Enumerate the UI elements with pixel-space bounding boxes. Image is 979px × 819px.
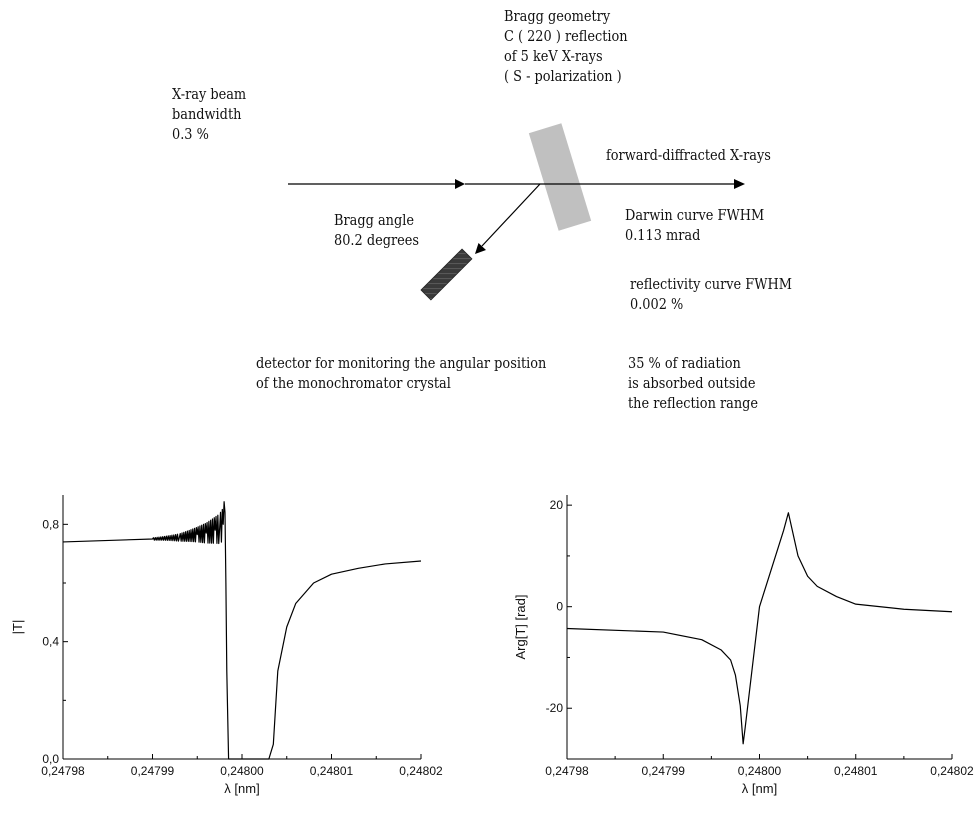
- x-tick-label: 0,24802: [399, 764, 443, 778]
- bragg-geometry-line-4: ( S - polarization ): [504, 67, 622, 85]
- xray-beam-line-1: X-ray beam: [172, 85, 247, 103]
- x-tick-label: 0,24798: [545, 764, 589, 778]
- detector-line-2: of the monochromator crystal: [256, 374, 451, 392]
- magnitude-chart-svg: 0,24798 0,24799 0,24800 0,24801 0,24802 0,0 0,…: [10, 495, 443, 796]
- transmission-phase-chart: 0,24798 0,24799 0,24800 0,24801 0,24802 -20 0 2…: [489, 470, 979, 814]
- y-tick-label: 0,4: [42, 635, 59, 649]
- xray-beam-line-2: bandwidth: [172, 105, 242, 123]
- detector-label: detector for monitoring the angular posi…: [256, 353, 546, 393]
- x-tick-label: 0,24800: [738, 764, 782, 778]
- absorbed-line-1: 35 % of radiation: [628, 354, 741, 372]
- x-axis-label: λ [nm]: [742, 781, 777, 796]
- incident-beam-arrowhead: [455, 179, 465, 189]
- x-tick-label: 0,24798: [41, 764, 85, 778]
- y-tick-label: 0: [556, 600, 563, 614]
- forward-diffracted-line-1: forward-diffracted X-rays: [606, 146, 771, 164]
- transmission-magnitude-chart: 0,24798 0,24799 0,24800 0,24801 0,24802 0,0 0,…: [0, 470, 490, 814]
- bragg-angle-label: Bragg angle 80.2 degrees: [334, 210, 419, 250]
- reflectivity-curve-label: reflectivity curve FWHM 0.002 %: [630, 274, 792, 314]
- x-tick-label: 0,24799: [131, 764, 175, 778]
- x-tick-label: 0,24801: [310, 764, 354, 778]
- bragg-angle-line-2: 80.2 degrees: [334, 231, 420, 249]
- xray-beam-line-3: 0.3 %: [172, 125, 209, 143]
- absorbed-line-2: is absorbed outside: [628, 374, 756, 392]
- bragg-geometry-line-1: Bragg geometry: [504, 7, 611, 25]
- reflectivity-curve-line-2: 0.002 %: [630, 295, 684, 313]
- reflected-beam-arrowhead: [475, 243, 486, 254]
- y-tick-label: 0,8: [42, 517, 59, 531]
- y-axis-label: Arg[T] [rad]: [513, 594, 528, 659]
- detector-icon: [420, 248, 473, 301]
- experiment-schematic: [288, 123, 745, 301]
- phase-chart-svg: 0,24798 0,24799 0,24800 0,24801 0,24802 -20 0 2…: [513, 495, 974, 796]
- x-tick-label: 0,24802: [930, 764, 974, 778]
- darwin-curve-label: Darwin curve FWHM 0.113 mrad: [625, 205, 764, 245]
- y-axis-label: |T|: [10, 620, 25, 635]
- series-line: [62, 501, 422, 760]
- absorbed-line-3: the reflection range: [628, 394, 759, 412]
- bragg-geometry-line-2: C ( 220 ) reflection: [504, 27, 628, 45]
- x-tick-label: 0,24801: [834, 764, 878, 778]
- xray-beam-label: X-ray beam bandwidth 0.3 %: [172, 84, 246, 144]
- absorbed-label: 35 % of radiation is absorbed outside th…: [628, 353, 758, 413]
- detector-line-1: detector for monitoring the angular posi…: [256, 354, 547, 372]
- darwin-curve-line-1: Darwin curve FWHM: [625, 206, 765, 224]
- y-tick-label: 20: [550, 498, 564, 512]
- forward-diffracted-label: forward-diffracted X-rays: [606, 145, 771, 165]
- reflected-beam-line: [481, 183, 541, 247]
- bragg-geometry-label: Bragg geometry C ( 220 ) reflection of 5…: [504, 6, 628, 86]
- series-line: [566, 512, 953, 745]
- reflectivity-curve-line-1: reflectivity curve FWHM: [630, 275, 792, 293]
- bragg-geometry-line-3: of 5 keV X-rays: [504, 47, 603, 65]
- y-tick-label: -20: [546, 701, 564, 715]
- forward-beam-arrowhead: [734, 179, 745, 189]
- x-tick-label: 0,24799: [642, 764, 686, 778]
- darwin-curve-line-2: 0.113 mrad: [625, 226, 701, 244]
- x-axis-label: λ [nm]: [224, 781, 259, 796]
- bragg-angle-line-1: Bragg angle: [334, 211, 414, 229]
- x-tick-label: 0,24800: [220, 764, 264, 778]
- monochromator-crystal-icon: [528, 123, 592, 231]
- y-tick-label: 0,0: [42, 752, 59, 766]
